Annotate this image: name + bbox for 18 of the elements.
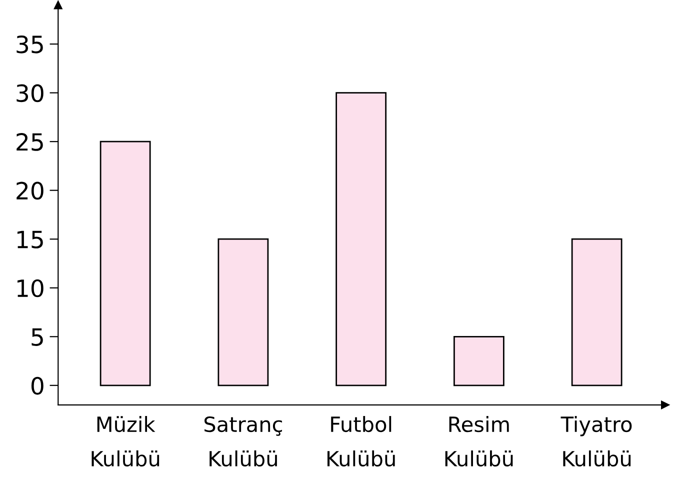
y-tick-label: 0 [31,376,44,395]
x-tick-label: Futbol Kulübü [327,416,395,467]
y-tick-label: 35 [16,35,43,54]
y-tick-label: 25 [16,133,43,151]
x-tick-label: Müzik Kulübü [92,416,160,467]
bar [100,140,151,386]
y-tick-label: 5 [32,328,43,346]
y-tick-label: 30 [16,84,44,102]
x-tick-label: Resim Kulübü [445,416,513,467]
bar [453,336,504,386]
bar [571,238,622,386]
x-tick-label: Satranç Kulübü [204,416,282,467]
bar [218,238,269,386]
x-tick-label: Tiyatro Kulübü [560,416,632,467]
y-tick-label: 15 [17,230,43,248]
y-tick-label: 10 [17,279,44,298]
y-tick-label: 20 [16,182,44,200]
bar [336,92,387,386]
